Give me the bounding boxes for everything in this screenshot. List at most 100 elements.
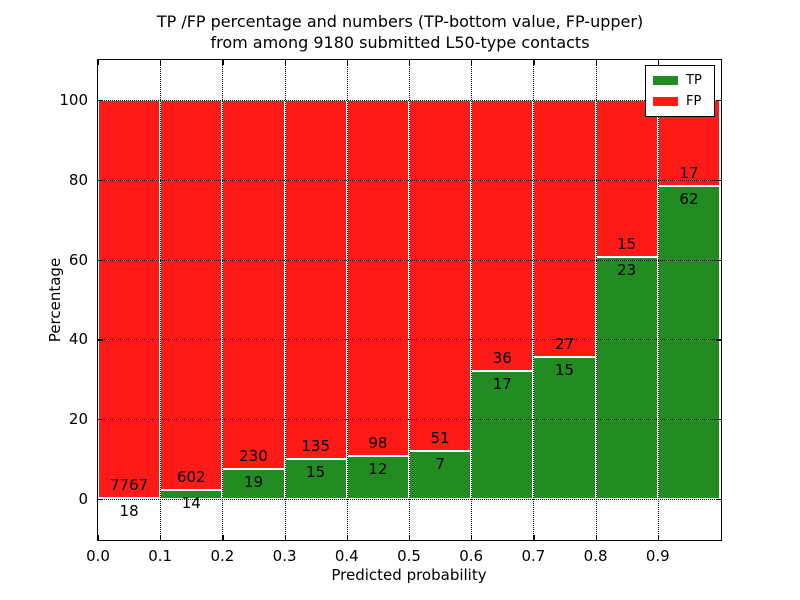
- y-gridline: [98, 259, 721, 261]
- x-tick-mark: [595, 535, 597, 540]
- chart-title-line1: TP /FP percentage and numbers (TP-bottom…: [156, 12, 644, 31]
- fp-count-label: 51: [430, 428, 450, 447]
- bar-tp-segment: [346, 455, 409, 500]
- bar-tp-segment: [284, 459, 347, 500]
- x-tick-mark-top: [471, 60, 473, 65]
- legend-label-fp: FP: [686, 94, 702, 109]
- legend: TP FP: [645, 65, 715, 117]
- bar-tp-segment: [533, 356, 596, 500]
- bar-fp-segment: [160, 99, 223, 490]
- legend-item-fp: FP: [653, 93, 707, 110]
- bar-fp-segment: [346, 99, 409, 456]
- y-tick-label: 80: [68, 170, 88, 189]
- x-tick-label: 0.6: [459, 547, 484, 565]
- x-tick-label: 0.0: [86, 547, 110, 565]
- x-tick-label: 0.7: [521, 547, 546, 565]
- bar-fp-segment: [222, 99, 285, 469]
- bar-tp-segment: [657, 185, 720, 500]
- y-tick-mark-right: [716, 499, 721, 501]
- tp-count-label: 18: [119, 502, 139, 521]
- x-gridline: [471, 60, 473, 540]
- y-tick-label: 60: [68, 250, 88, 269]
- x-tick-mark-top: [657, 60, 659, 65]
- tp-count-label: 62: [679, 189, 699, 208]
- fp-count-label: 7767: [110, 476, 149, 495]
- x-tick-mark: [284, 535, 286, 540]
- x-gridline: [346, 60, 348, 540]
- x-tick-mark-top: [409, 60, 411, 65]
- y-tick-mark: [98, 499, 103, 501]
- x-tick-mark: [160, 535, 162, 540]
- x-gridline: [657, 60, 659, 540]
- x-axis-label: Predicted probability: [331, 566, 487, 584]
- bar-fp-segment: [533, 99, 596, 357]
- y-tick-mark-right: [716, 419, 721, 421]
- bar-fp-segment: [284, 99, 347, 460]
- tp-count-label: 23: [617, 261, 637, 280]
- y-gridline: [98, 499, 721, 501]
- x-tick-mark-top: [533, 60, 535, 65]
- tp-count-label: 15: [554, 360, 575, 379]
- tp-count-label: 14: [181, 494, 201, 512]
- x-tick-label: 0.4: [334, 547, 359, 565]
- fp-count-label: 135: [301, 437, 330, 456]
- y-tick-mark-right: [716, 179, 721, 181]
- y-tick-mark: [98, 99, 103, 102]
- x-tick-label: 0.8: [583, 547, 608, 565]
- bar-fp-segment: [471, 99, 534, 372]
- x-tick-label: 0.1: [148, 547, 173, 565]
- y-tick-mark: [98, 419, 103, 421]
- x-gridline: [284, 60, 286, 540]
- y-gridline: [98, 99, 721, 101]
- bar-tp-segment: [222, 468, 285, 500]
- x-tick-mark-top: [98, 60, 100, 65]
- x-tick-mark: [409, 535, 411, 540]
- tp-count-label: 15: [306, 463, 326, 482]
- x-gridline: [533, 60, 535, 540]
- x-tick-mark-top: [222, 60, 224, 65]
- y-gridline: [98, 419, 721, 421]
- x-tick-mark-top: [346, 60, 348, 65]
- y-gridline: [98, 179, 721, 181]
- y-tick-mark: [98, 179, 103, 181]
- y-tick-mark: [98, 259, 103, 261]
- fp-count-label: 36: [492, 349, 512, 368]
- y-tick-mark: [98, 339, 103, 341]
- x-tick-label: 0.2: [210, 547, 235, 565]
- x-tick-label: 0.5: [397, 547, 421, 565]
- tp-count-label: 7: [435, 454, 445, 473]
- x-tick-label: 0.3: [272, 547, 297, 565]
- y-tick-mark-right: [716, 339, 721, 341]
- tp-count-label: 12: [368, 459, 388, 478]
- x-tick-mark: [657, 535, 659, 540]
- y-gridline: [98, 339, 721, 341]
- bar-fp-segment: [409, 99, 472, 451]
- fp-count-label: 602: [176, 468, 206, 486]
- x-tick-mark: [533, 535, 535, 540]
- y-tick-label: 0: [78, 490, 88, 509]
- tp-legend-swatch-icon: [653, 76, 678, 85]
- fp-count-label: 27: [554, 334, 575, 353]
- fp-count-label: 17: [679, 163, 699, 182]
- plot-area: 7767 18 602 14 230 19 135 15 98 12 51 7 36 17 27 15 15 23…: [97, 59, 722, 541]
- x-tick-mark-top: [160, 60, 162, 65]
- y-tick-label: 40: [68, 330, 88, 349]
- y-tick-label: 100: [59, 90, 88, 109]
- tp-count-label: 19: [243, 472, 264, 491]
- x-tick-label: 0.9: [645, 547, 670, 565]
- x-gridline: [222, 60, 224, 540]
- fp-count-label: 15: [617, 235, 637, 254]
- bar-fp-segment: [595, 99, 658, 258]
- y-tick-label: 20: [68, 410, 88, 429]
- bar-tp-segment: [595, 257, 658, 500]
- x-tick-mark: [98, 535, 100, 540]
- y-tick-mark-right: [716, 99, 721, 102]
- fp-legend-swatch-icon: [653, 97, 678, 106]
- x-tick-mark: [471, 535, 473, 540]
- x-tick-mark: [346, 535, 348, 540]
- y-tick-mark-right: [716, 259, 721, 261]
- x-tick-mark-top: [284, 60, 286, 65]
- bar-tp-segment: [409, 450, 472, 500]
- fp-count-label: 230: [239, 446, 268, 465]
